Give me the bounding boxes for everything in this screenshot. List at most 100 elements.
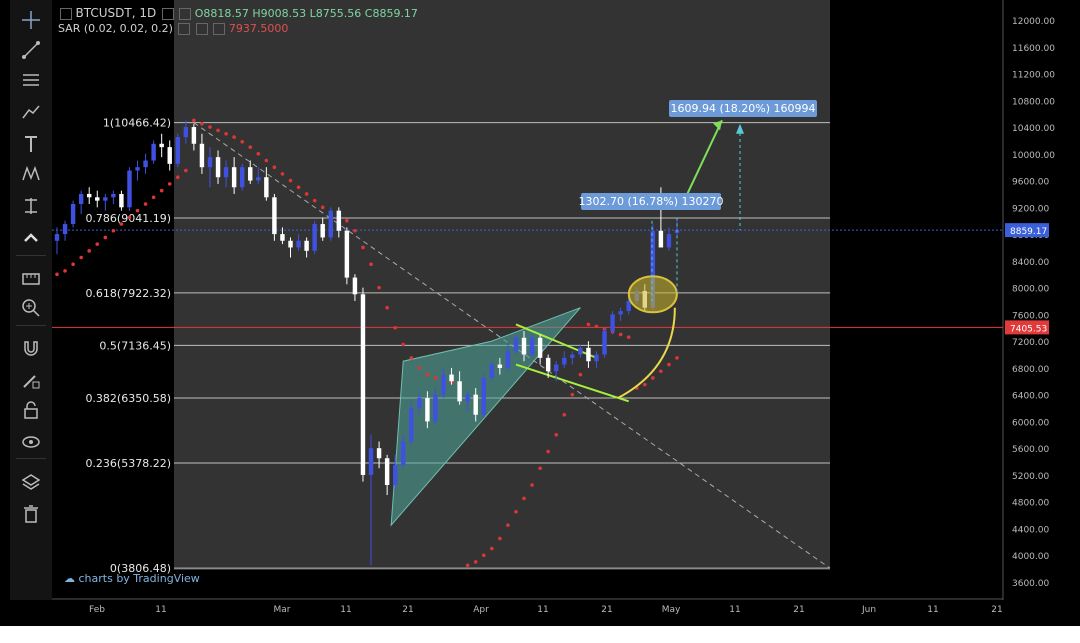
- price-axis-tick: 10000.00: [1012, 151, 1055, 161]
- sar-point: [264, 158, 269, 163]
- candle-body: [215, 157, 221, 178]
- fib-level-label: 0.5(7136.45): [99, 339, 171, 352]
- tradingview-brand[interactable]: ☁ charts by TradingView: [64, 572, 200, 585]
- candle-body: [264, 177, 269, 198]
- candle-body: [537, 337, 543, 358]
- lock-icon[interactable]: [19, 398, 43, 422]
- sar-point: [514, 509, 518, 514]
- sar-point: [498, 536, 502, 541]
- sar-point: [280, 172, 285, 176]
- symbol-label[interactable]: BTCUSDT, 1D: [75, 6, 157, 20]
- sar-point: [675, 356, 679, 360]
- ruler-icon[interactable]: [19, 266, 43, 290]
- measure-label-text: 1609.94 (18.20%) 160994: [671, 102, 816, 115]
- candle: [521, 331, 527, 362]
- price-axis-tick: 8400.00: [1012, 258, 1049, 268]
- horizontal-lines-icon[interactable]: [19, 68, 43, 92]
- magnet-icon[interactable]: [19, 336, 43, 360]
- indicator-remove-icon[interactable]: [213, 23, 226, 35]
- cloud-logo-icon: ☁: [64, 572, 75, 585]
- sar-point: [409, 356, 414, 360]
- caption-strip: [0, 626, 1080, 643]
- candle-body: [111, 193, 116, 198]
- candle: [215, 150, 221, 184]
- sar-point: [570, 392, 575, 397]
- current-price-marker-bg: [1005, 223, 1049, 238]
- time-axis-tick: 11: [927, 605, 938, 615]
- channel-lower-line: [515, 363, 629, 403]
- candle-body: [417, 398, 422, 409]
- candle-body: [505, 351, 511, 368]
- price-axis-tick: 11200.00: [1012, 71, 1055, 81]
- collapse-legend-icon[interactable]: [60, 8, 72, 20]
- sar-point: [192, 118, 196, 123]
- sar-point: [159, 188, 164, 193]
- candle: [248, 160, 253, 184]
- time-axis-tick: 11: [340, 605, 351, 615]
- sar-point: [320, 205, 325, 210]
- candle: [280, 227, 285, 245]
- candle-body: [320, 224, 325, 238]
- settings-icon[interactable]: [161, 8, 174, 20]
- candle: [54, 227, 60, 255]
- pattern-icon[interactable]: [19, 162, 43, 186]
- candle-body: [70, 203, 76, 225]
- candle-body: [223, 167, 229, 178]
- candle: [554, 361, 559, 382]
- candle-body: [312, 224, 317, 251]
- hide-icon[interactable]: [179, 8, 192, 20]
- trash-icon[interactable]: [19, 502, 43, 526]
- candle-body: [610, 314, 615, 332]
- sar-point: [175, 175, 180, 180]
- sar-point: [71, 262, 75, 267]
- candle-body: [352, 277, 358, 295]
- eye-icon[interactable]: [19, 430, 43, 454]
- trend-line-icon[interactable]: [19, 38, 43, 62]
- candle-body: [465, 394, 470, 402]
- candle-body: [288, 240, 293, 248]
- fib-level-label: 0.236(5378.22): [85, 457, 171, 470]
- candle-body: [368, 448, 374, 475]
- candle-body: [409, 408, 414, 442]
- candle-body: [449, 374, 454, 382]
- candle-body: [272, 197, 277, 235]
- candle: [95, 190, 100, 208]
- zoom-in-icon[interactable]: [19, 296, 43, 320]
- candle-body: [360, 294, 366, 475]
- sar-point: [642, 382, 647, 387]
- time-axis-tick: Jun: [861, 605, 876, 615]
- path-icon[interactable]: [19, 100, 43, 124]
- indicator-label[interactable]: SAR (0.02, 0.02, 0.2): [58, 22, 173, 35]
- trash-icon-glyph: [24, 505, 38, 523]
- legend-row-indicator: SAR (0.02, 0.02, 0.2) 7937.5000: [58, 21, 418, 36]
- candle: [409, 401, 414, 445]
- trend-line-icon-glyph: [22, 41, 40, 59]
- path-icon-glyph: [22, 105, 40, 119]
- candle: [296, 234, 301, 251]
- measure-icon[interactable]: [19, 194, 43, 218]
- layers-icon[interactable]: [19, 470, 43, 494]
- open-value: O8818.57: [194, 7, 249, 20]
- candle: [320, 217, 325, 241]
- sar-point: [103, 235, 108, 240]
- crosshair-icon[interactable]: [19, 8, 43, 32]
- collapse-icon[interactable]: [19, 226, 43, 250]
- measure-label-bg: [669, 100, 817, 117]
- text-icon[interactable]: [19, 132, 43, 156]
- candle-body: [328, 210, 333, 238]
- sar-point: [659, 369, 663, 374]
- candle: [199, 133, 205, 174]
- candle-body: [256, 177, 261, 181]
- candle: [384, 454, 390, 496]
- time-axis-tick: 11: [155, 605, 166, 615]
- legend-row-main: BTCUSDT, 1D O8818.57 H9008.53 L8755.56 C…: [58, 6, 418, 21]
- time-axis-tick: 21: [601, 605, 612, 615]
- pencil-lock-icon[interactable]: [19, 368, 43, 392]
- candle-body: [602, 331, 607, 355]
- indicator-settings-icon[interactable]: [178, 23, 191, 35]
- indicator-hide-icon[interactable]: [195, 23, 208, 35]
- candle-body: [248, 167, 253, 181]
- candle-body: [159, 143, 164, 148]
- candle: [457, 371, 462, 405]
